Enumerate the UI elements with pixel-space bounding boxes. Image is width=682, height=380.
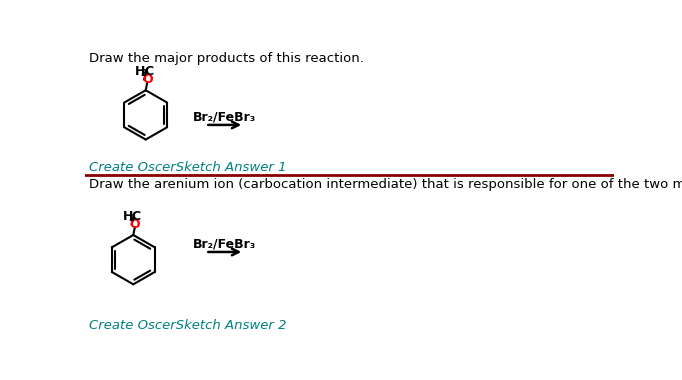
Text: Create OscerSketch Answer 1: Create OscerSketch Answer 1 — [89, 161, 286, 174]
Text: Br₂/FeBr₃: Br₂/FeBr₃ — [193, 238, 256, 251]
Text: H: H — [123, 210, 133, 223]
Text: Br₂/FeBr₃: Br₂/FeBr₃ — [193, 111, 256, 124]
Text: Draw the major products of this reaction.: Draw the major products of this reaction… — [89, 52, 364, 65]
Text: 3: 3 — [140, 69, 147, 78]
Text: Create OscerSketch Answer 2: Create OscerSketch Answer 2 — [89, 319, 286, 332]
Text: C: C — [132, 210, 141, 223]
Text: O: O — [130, 218, 140, 231]
Text: O: O — [142, 73, 153, 86]
Text: 3: 3 — [128, 214, 134, 223]
Text: Draw the arenium ion (carbocation intermediate) that is responsible for one of t: Draw the arenium ion (carbocation interm… — [89, 178, 682, 191]
Text: C: C — [144, 65, 153, 78]
Text: H: H — [135, 65, 145, 78]
